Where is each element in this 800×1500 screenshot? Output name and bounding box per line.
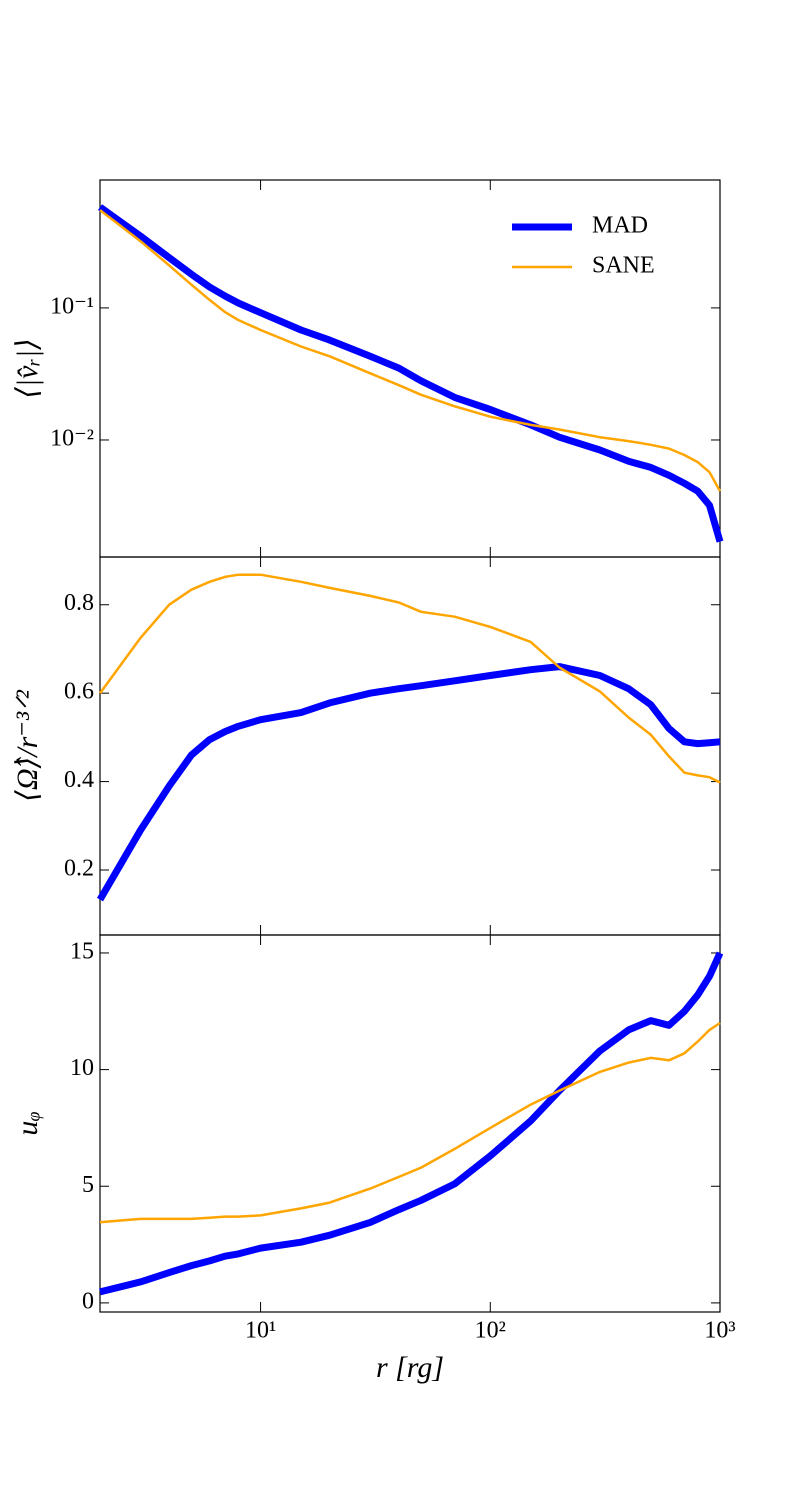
data-line xyxy=(99,1021,721,1224)
y-tick-label: 10⁻² xyxy=(50,425,94,451)
y-tick-label: 0.2 xyxy=(64,856,94,882)
y-tick-label: 0.4 xyxy=(64,767,94,793)
y-tick-label: 0.6 xyxy=(64,679,94,705)
data-line xyxy=(99,209,722,492)
legend-label: SANE xyxy=(592,253,655,279)
data-line xyxy=(96,663,721,902)
y-tick-label: 15 xyxy=(70,938,94,964)
x-tick-label: 10² xyxy=(475,1318,506,1344)
y-tick-label: 10 xyxy=(70,1055,94,1081)
x-tick-label: 10³ xyxy=(704,1318,735,1344)
plot-frame xyxy=(99,556,721,936)
data-line xyxy=(99,951,724,1296)
y-axis-label: ⟨|v̂ᵣ|⟩ xyxy=(11,338,44,399)
y-axis-label: uᵩ xyxy=(11,1111,44,1135)
y-tick-label: 10⁻¹ xyxy=(50,293,94,319)
data-line xyxy=(98,573,721,784)
plot-frame xyxy=(99,934,721,1313)
y-axis-label: ⟨Ω̂⟩/r⁻³ᐟ² xyxy=(11,689,44,802)
y-tick-label: 5 xyxy=(82,1172,94,1198)
x-tick-label: 10¹ xyxy=(245,1318,276,1344)
x-axis-label: r [rg] xyxy=(376,1351,444,1384)
data-line xyxy=(97,204,724,543)
y-tick-label: 0.8 xyxy=(64,590,94,616)
legend-label: MAD xyxy=(592,213,648,239)
y-tick-label: 0 xyxy=(82,1288,94,1314)
